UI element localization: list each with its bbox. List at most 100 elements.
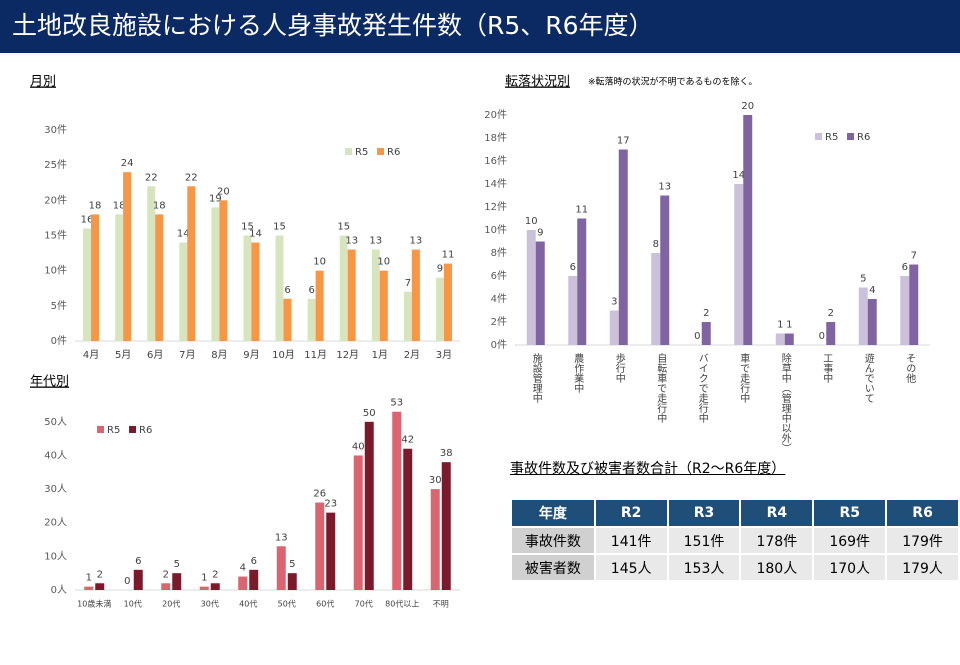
- y-tick-label: 10人: [44, 550, 67, 562]
- bar: [858, 287, 868, 345]
- x-tick-label: 車で走行中: [738, 352, 750, 404]
- cell: 179人: [887, 555, 958, 580]
- bar: [909, 264, 919, 345]
- bar: [526, 230, 536, 345]
- bar: [283, 298, 292, 341]
- data-label: 5: [860, 274, 866, 285]
- legend-swatch: [815, 133, 822, 140]
- y-tick-label: 18件: [484, 132, 507, 144]
- data-label: 16: [81, 214, 94, 225]
- data-label: 17: [617, 136, 630, 147]
- x-tick-label: 1月: [372, 349, 388, 361]
- cell: 145人: [595, 555, 667, 580]
- legend-swatch: [345, 148, 352, 155]
- bar: [307, 298, 316, 341]
- bar: [430, 489, 440, 590]
- bar: [147, 186, 156, 341]
- bar: [403, 291, 412, 341]
- bar: [275, 235, 284, 341]
- y-tick-label: 20件: [44, 194, 67, 206]
- x-tick-label: 6月: [147, 349, 163, 361]
- bar: [210, 583, 220, 590]
- data-label: 10: [525, 216, 538, 227]
- data-label: 6: [135, 556, 141, 567]
- data-label: 22: [145, 172, 158, 183]
- legend-swatch: [129, 426, 136, 433]
- data-label: 2: [97, 569, 103, 580]
- bar: [577, 218, 587, 345]
- data-label: 6: [902, 262, 908, 273]
- bar: [238, 576, 248, 590]
- x-tick-label: 2月: [404, 349, 420, 361]
- bar: [84, 586, 94, 590]
- data-label: 10: [377, 257, 390, 268]
- x-tick-label: 不明: [433, 600, 449, 609]
- data-label: 50: [363, 408, 376, 419]
- x-tick-label: 20代: [162, 599, 180, 609]
- x-tick-label: 自転車で走行中: [655, 352, 667, 424]
- data-label: 13: [410, 236, 423, 247]
- bar: [651, 253, 661, 345]
- bar: [734, 184, 744, 345]
- y-tick-label: 5件: [51, 300, 67, 312]
- legend-swatch: [377, 148, 384, 155]
- bar: [155, 214, 164, 341]
- data-label: 53: [390, 398, 403, 409]
- bar: [133, 569, 143, 590]
- summary-table: 年度 R2 R3 R4 R5 R6 事故件数 141件 151件 178件 16…: [510, 498, 960, 582]
- bar: [826, 322, 836, 345]
- bar: [161, 583, 171, 590]
- x-tick-label: 40代: [239, 599, 257, 609]
- bar: [441, 462, 451, 590]
- data-label: 38: [440, 448, 453, 459]
- data-label: 2: [703, 308, 709, 319]
- data-label: 15: [241, 222, 254, 233]
- x-tick-label: 60代: [316, 599, 334, 609]
- header-cell: R5: [814, 500, 886, 526]
- bar: [743, 115, 753, 345]
- data-label: 20: [741, 101, 754, 112]
- x-tick-label: 9月: [243, 349, 259, 361]
- data-label: 13: [658, 182, 671, 193]
- data-label: 20: [217, 186, 230, 197]
- data-label: 26: [313, 489, 326, 500]
- data-label: 24: [121, 158, 134, 169]
- x-tick-label: 5月: [115, 349, 131, 361]
- data-label: 18: [153, 200, 166, 211]
- chart-title: 月別: [30, 75, 56, 90]
- legend-label: R6: [139, 425, 152, 436]
- data-label: 42: [401, 435, 414, 446]
- cell: 180人: [741, 555, 813, 580]
- data-label: 1: [786, 320, 792, 331]
- bar: [618, 149, 628, 345]
- data-label: 1: [201, 573, 207, 584]
- data-label: 7: [911, 251, 917, 262]
- data-label: 6: [308, 285, 314, 296]
- x-tick-label: 遊んでいて: [862, 352, 874, 403]
- page-title: 土地改良施設における人身事故発生件数（R5、R6年度）: [12, 11, 654, 40]
- bar: [251, 242, 260, 341]
- data-label: 8: [653, 239, 659, 250]
- y-tick-label: 15件: [44, 230, 67, 242]
- data-label: 4: [240, 563, 246, 574]
- data-label: 18: [113, 200, 126, 211]
- bar: [900, 276, 910, 345]
- y-tick-label: 30人: [44, 483, 67, 495]
- y-tick-label: 14件: [484, 178, 507, 190]
- x-tick-label: 70代: [355, 599, 373, 609]
- data-label: 14: [732, 170, 745, 181]
- data-label: 0: [819, 331, 825, 342]
- data-label: 9: [537, 228, 543, 239]
- bar: [784, 333, 794, 345]
- bar: [326, 512, 336, 590]
- data-label: 11: [575, 205, 588, 216]
- row-header: 事故件数: [512, 528, 594, 553]
- bar: [199, 586, 209, 590]
- table-row: 事故件数 141件 151件 178件 169件 179件: [512, 528, 958, 553]
- y-tick-label: 4件: [491, 293, 507, 305]
- data-label: 6: [570, 262, 576, 273]
- bar: [660, 195, 670, 345]
- data-label: 1: [86, 573, 92, 584]
- x-tick-label: 施設管理中: [530, 352, 542, 404]
- data-label: 19: [209, 193, 222, 204]
